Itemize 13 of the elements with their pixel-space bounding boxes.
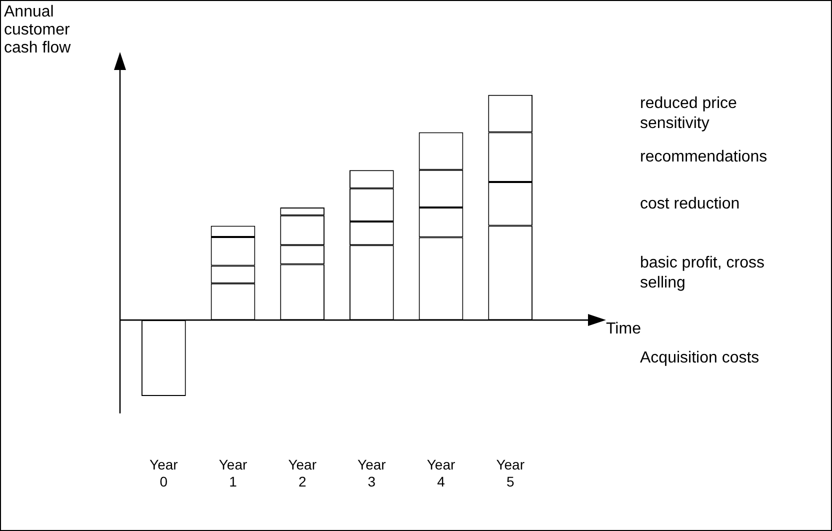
y-axis-title: Annual customer cash flow (4, 3, 72, 56)
x-tick-label: Year 5 (496, 456, 525, 490)
x-tick-label: Year 2 (288, 456, 317, 490)
text: basic profit, cross selling (640, 254, 764, 292)
x-tick-label: Year 0 (150, 456, 178, 490)
x-axis-title: Time (606, 320, 642, 338)
text: Acquisition costs (640, 349, 760, 366)
text: reduced price sensitivity (640, 94, 738, 132)
x-tick-label: Year 4 (426, 456, 456, 490)
x-tick-label: Year 1 (218, 456, 248, 490)
x-tick-label: Year 3 (358, 456, 386, 490)
text: cost reduction (640, 195, 740, 212)
text: recommendations (640, 148, 768, 166)
